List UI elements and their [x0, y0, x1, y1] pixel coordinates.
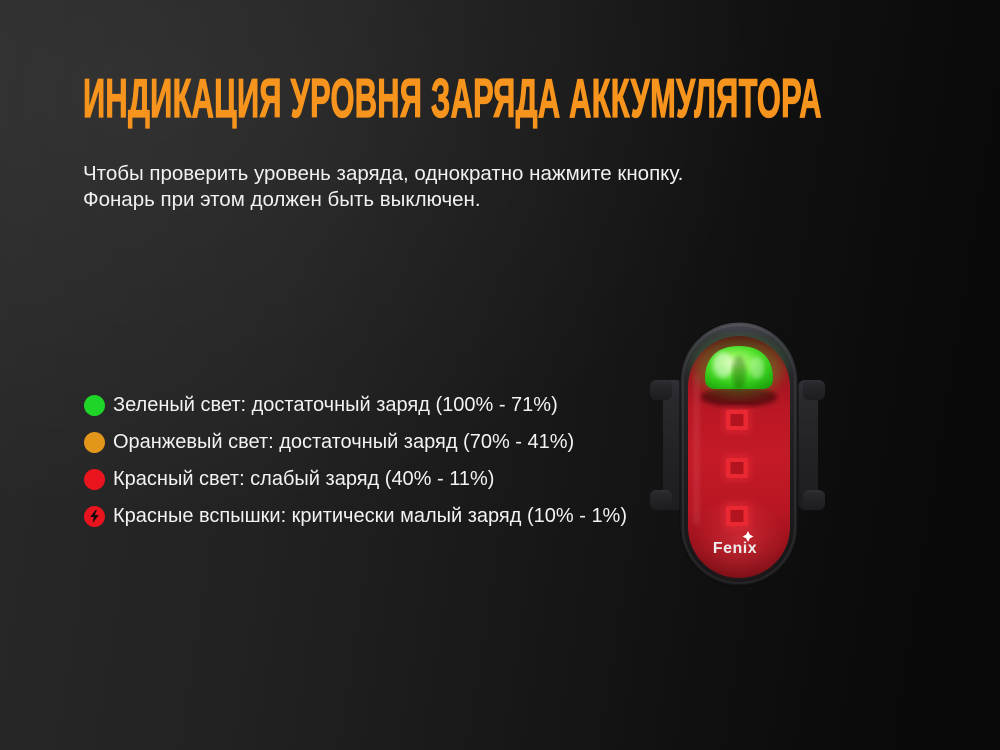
list-item: Зеленый свет: достаточный заряд (100% - … [84, 393, 627, 417]
red-flash-icon [84, 505, 105, 527]
level-label: Оранжевый свет: достаточный заряд (70% -… [113, 431, 575, 453]
green-dot-icon [84, 394, 105, 416]
brand-logo: Fenix [713, 540, 757, 557]
page-title: ИНДИКАЦИЯ УРОВНЯ ЗАРЯДА АККУМУЛЯТОРА [83, 67, 822, 129]
intro-line-1: Чтобы проверить уровень заряда, однократ… [83, 162, 684, 185]
level-label: Красные вспышки: критически малый заряд … [113, 505, 628, 527]
lightning-bolt-icon [90, 509, 99, 523]
list-item: Красный свет: слабый заряд (40% - 11%) [84, 467, 627, 491]
led-squares [723, 407, 751, 529]
list-item: Красные вспышки: критически малый заряд … [84, 504, 627, 528]
dome-highlight-right [750, 357, 764, 379]
level-label: Зеленый свет: достаточный заряд (100% - … [113, 394, 558, 416]
red-dot-icon [84, 468, 105, 490]
mount-bracket-right [798, 380, 825, 510]
tail-light-illustration: Fenix [650, 321, 825, 587]
intro-text: Чтобы проверить уровень заряда, однократ… [83, 161, 683, 213]
mount-bracket-left [650, 380, 683, 510]
battery-level-list: Зеленый свет: достаточный заряд (100% - … [84, 393, 627, 528]
lens-sheen [693, 375, 700, 525]
lens-bottom-glow [693, 495, 785, 583]
dome-center-band [732, 356, 746, 390]
orange-dot-icon [84, 431, 105, 453]
list-item: Оранжевый свет: достаточный заряд (70% -… [84, 430, 627, 454]
intro-line-2: Фонарь при этом должен быть выключен. [83, 188, 481, 211]
brand-star-icon [742, 531, 754, 542]
level-label: Красный свет: слабый заряд (40% - 11%) [113, 468, 495, 490]
dome-highlight-left [713, 352, 733, 378]
